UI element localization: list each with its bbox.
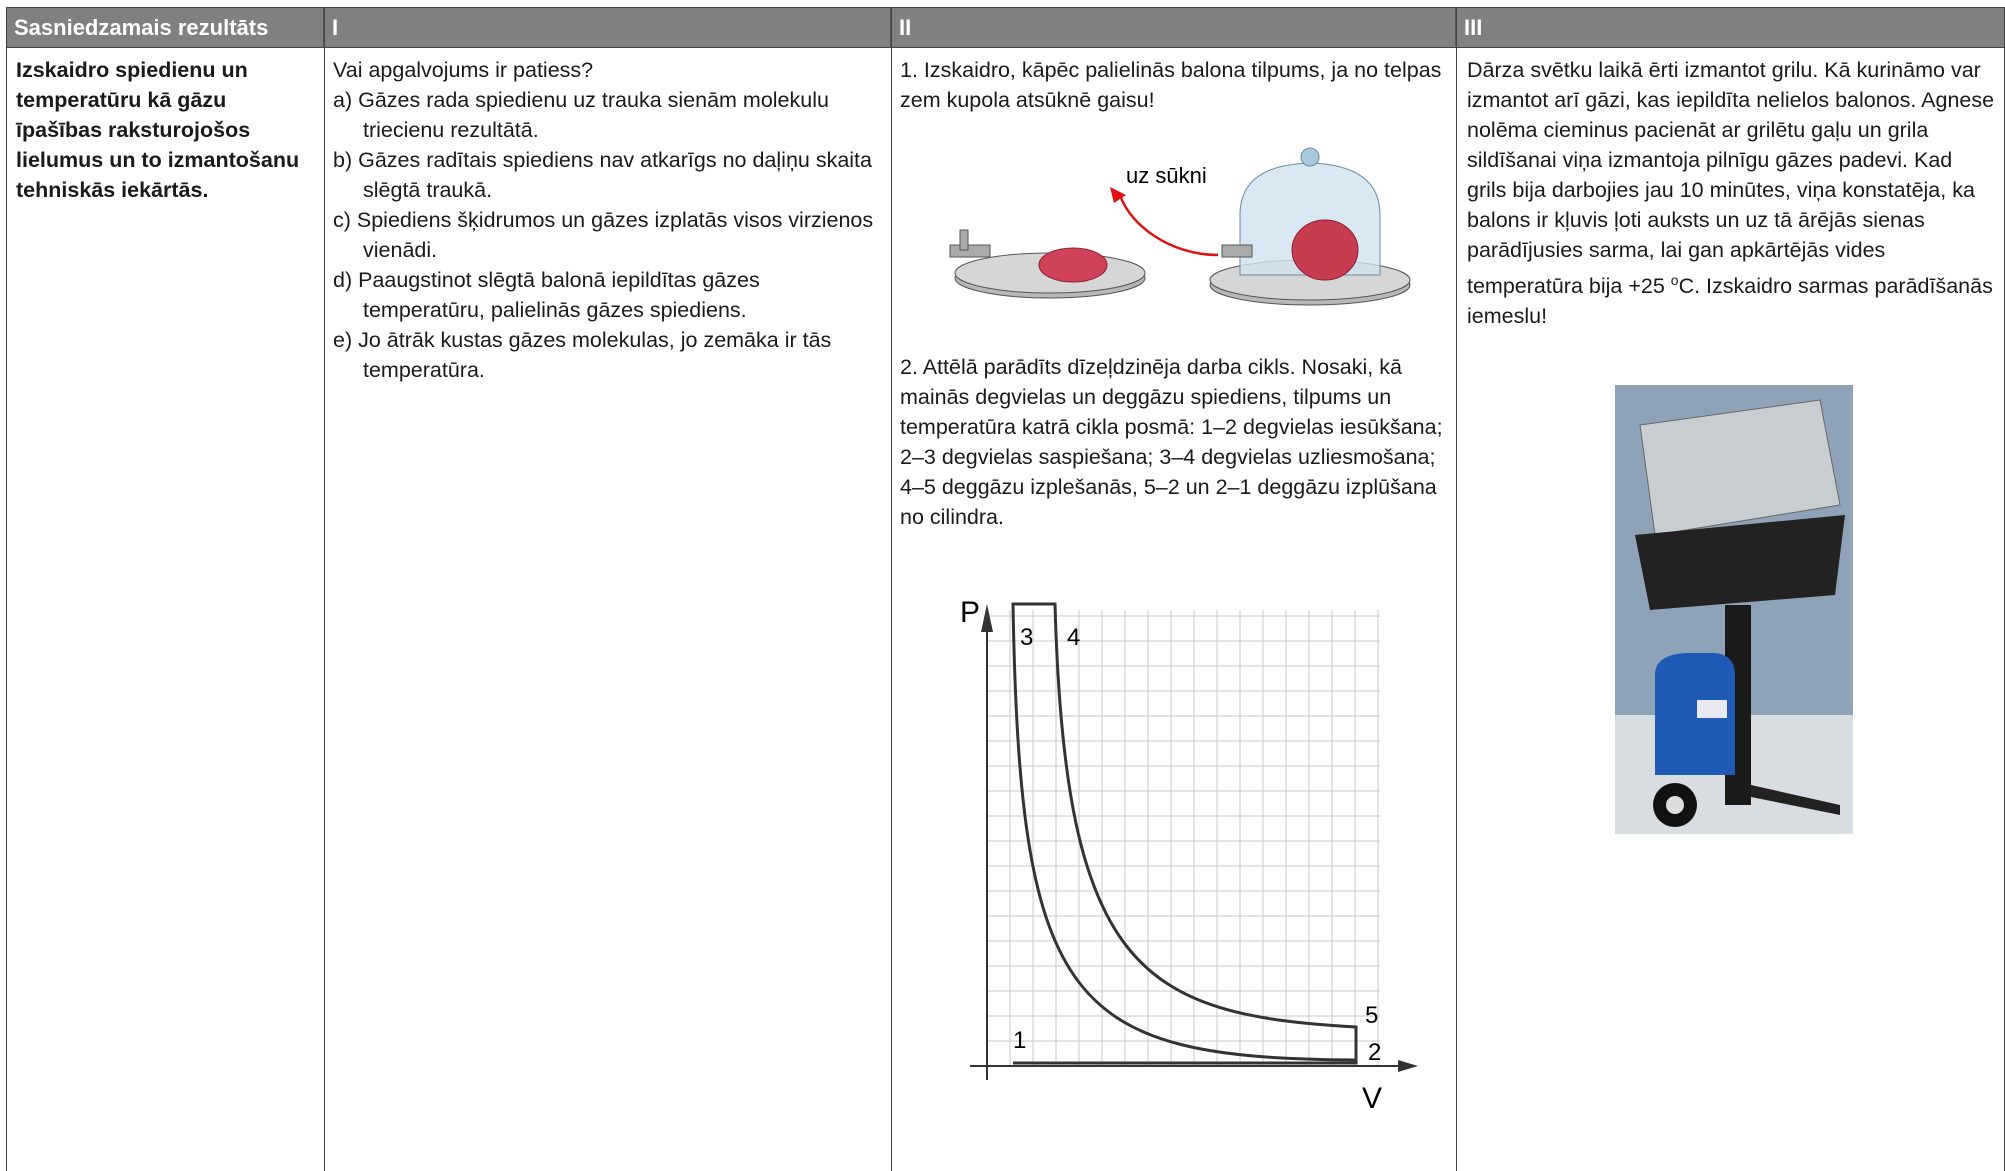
border (6, 7, 2005, 8)
option: b) Gāzes radītais spiediens nav atkarīgs… (333, 145, 883, 205)
axis-label: P (960, 596, 980, 629)
bottle-label (1697, 700, 1727, 718)
pv-diagram: P V 1 2 3 4 5 (940, 590, 1420, 1120)
option: e) Jo ātrāk kustas gāzes molekulas, jo z… (333, 325, 883, 385)
axis-arrow (1398, 1060, 1418, 1072)
question: Vai apgalvojums ir patiess? (333, 55, 883, 85)
border (324, 8, 325, 1171)
arrow (1120, 195, 1218, 255)
wheel-hub (1666, 796, 1684, 814)
level-3: Dārza svētku laikā ērti izmantot grilu. … (1467, 55, 1997, 331)
task-2: 2. Attēlā parādīts dīzeļdzinēja darba ci… (900, 352, 1448, 532)
option: c) Spiediens šķidrumos un gāzes izplatās… (333, 205, 883, 265)
header-cell: II (891, 8, 1456, 47)
border (6, 8, 7, 1171)
point-label: 4 (1067, 624, 1080, 651)
text: Dārza svētku laikā ērti izmantot grilu. … (1467, 58, 1994, 298)
task-1: 1. Izskaidro, kāpēc palielinās balona ti… (900, 55, 1448, 115)
header-cell: Sasniedzamais rezultāts (6, 8, 324, 47)
balloon (1292, 220, 1358, 280)
bell-knob (1301, 148, 1319, 166)
option: d) Paaugstinot slēgtā balonā iepildītas … (333, 265, 883, 325)
option: a) Gāzes rada spiedienu uz trauka sienām… (333, 85, 883, 145)
header-cell: III (1456, 8, 2005, 47)
degree: o (1671, 272, 1679, 288)
balloon-figure: uz sūkni (930, 145, 1420, 320)
axis-label: V (1362, 1082, 1382, 1115)
point-label: 3 (1020, 624, 1033, 651)
border (6, 47, 2005, 48)
point-label: 1 (1013, 1027, 1026, 1054)
valve (960, 230, 968, 250)
cycle-curve (1013, 604, 1356, 1063)
border (891, 8, 892, 1171)
level-1: Vai apgalvojums ir patiess? a) Gāzes rad… (333, 55, 883, 385)
valve (1222, 245, 1252, 257)
figure-label: uz sūkni (1126, 163, 1207, 188)
header-cell: I (324, 8, 891, 47)
axis-arrow (981, 604, 993, 632)
valve (950, 245, 990, 257)
point-label: 2 (1368, 1039, 1381, 1066)
page: Sasniedzamais rezultāts I II III Izskaid… (0, 0, 2005, 1171)
border (1456, 8, 1457, 1171)
grill-photo (1615, 385, 1853, 834)
point-label: 5 (1365, 1002, 1378, 1029)
balloon (1039, 248, 1107, 282)
result-text: Izskaidro spiedienu un temperatūru kā gā… (16, 55, 301, 205)
arrowhead (1110, 187, 1126, 203)
